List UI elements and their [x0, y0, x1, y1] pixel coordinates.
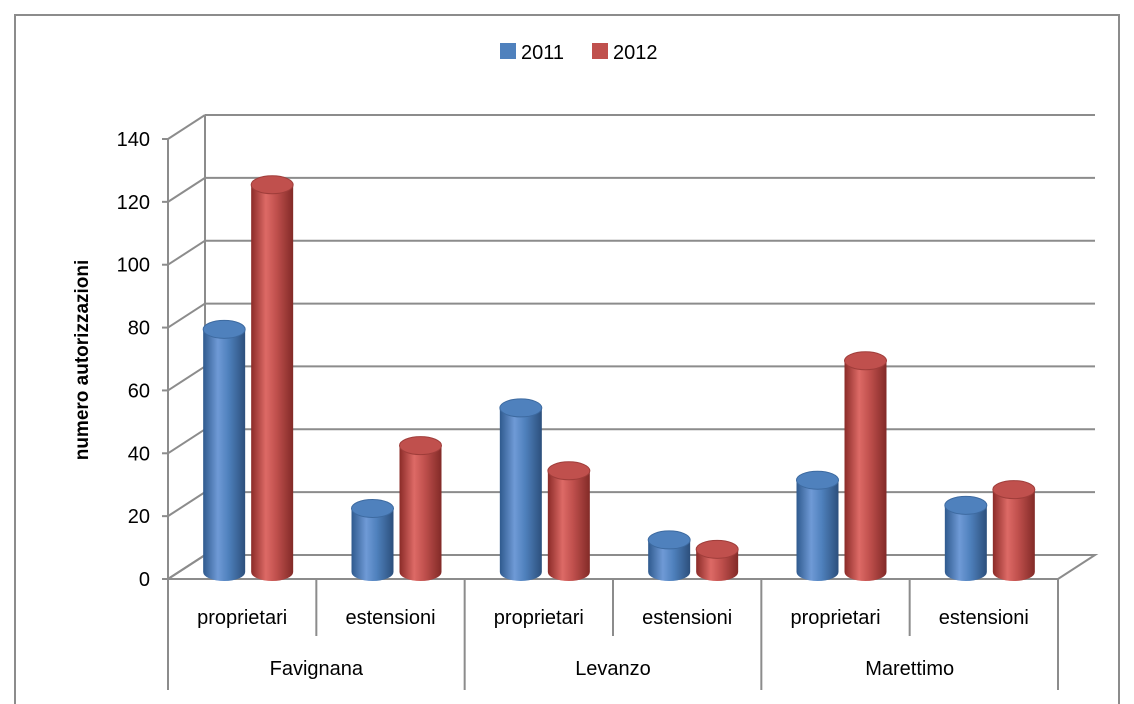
bar-body — [499, 407, 542, 581]
x-category-label: estensioni — [642, 607, 732, 629]
bar-body — [547, 470, 590, 581]
bar-body — [351, 508, 394, 581]
y-tick-label: 60 — [128, 380, 150, 402]
bar-top — [351, 498, 394, 518]
x-group-label: Levanzo — [575, 658, 651, 680]
bar-body — [992, 489, 1035, 582]
bar-top — [202, 319, 246, 339]
bar-top — [399, 436, 442, 456]
bar-top — [695, 539, 739, 559]
legend-swatch-2011 — [500, 43, 516, 59]
y-axis-title: numero autorizzazioni — [72, 260, 93, 461]
bar-2012-3 — [695, 539, 739, 581]
bar-2012-5 — [992, 480, 1036, 582]
x-category-label: proprietari — [790, 607, 880, 629]
bar-2011-0 — [202, 319, 246, 581]
bar-body — [844, 360, 887, 581]
chart-frame — [14, 14, 1120, 704]
gridline-side — [167, 177, 206, 203]
bar-body — [203, 329, 246, 581]
bar-top — [250, 175, 294, 195]
gridline-side — [167, 428, 206, 455]
y-tick-label: 20 — [128, 506, 150, 528]
bar-body — [251, 184, 294, 581]
axes — [162, 115, 1099, 690]
gridline-side — [167, 114, 206, 140]
bar-2012-1 — [399, 436, 442, 581]
y-tick-label: 120 — [117, 192, 150, 214]
bar-2011-4 — [796, 470, 839, 581]
bar-body — [648, 539, 691, 581]
bar-2012-0 — [250, 175, 294, 581]
bar-top — [844, 351, 887, 371]
bar-top — [944, 495, 988, 515]
legend-label-2011: 2011 — [521, 42, 564, 64]
x-category-label: proprietari — [197, 607, 287, 629]
bars — [202, 175, 1036, 582]
x-category-label: estensioni — [345, 607, 435, 629]
y-tick-label: 0 — [139, 569, 150, 591]
bar-2012-4 — [844, 351, 887, 581]
x-category-labels: proprietari estensioni proprietari estensio… — [197, 607, 1029, 680]
bar-top — [499, 398, 543, 418]
y-tick-label: 80 — [128, 318, 150, 340]
bar-top — [992, 480, 1036, 500]
bar-2011-1 — [351, 498, 394, 581]
x-category-label: estensioni — [939, 607, 1029, 629]
legend: 2011 2012 — [500, 42, 658, 64]
bar-2011-5 — [944, 495, 988, 581]
bar-top — [647, 530, 691, 550]
gridline-side — [167, 491, 206, 517]
legend-label-2012: 2012 — [613, 42, 658, 64]
bar-body — [796, 480, 839, 581]
bar-top — [547, 461, 591, 481]
bar-2011-2 — [499, 398, 543, 581]
y-tick-label: 40 — [128, 443, 150, 465]
gridline-side — [167, 302, 206, 329]
y-tick-label: 140 — [117, 129, 150, 151]
bar-body — [944, 505, 987, 581]
bar-body — [399, 445, 442, 581]
gridline-side — [167, 365, 206, 392]
bar-top — [796, 470, 839, 490]
x-group-label: Marettimo — [865, 658, 954, 680]
bar-2011-3 — [647, 530, 691, 581]
y-tick-label: 100 — [117, 255, 150, 277]
x-group-label: Favignana — [270, 658, 364, 680]
gridline-side — [167, 239, 206, 266]
x-category-label: proprietari — [494, 607, 584, 629]
bar-2012-2 — [547, 461, 591, 581]
legend-swatch-2012 — [592, 43, 608, 59]
y-tick-labels: 0 20 40 60 80 100 120 140 — [117, 129, 150, 591]
